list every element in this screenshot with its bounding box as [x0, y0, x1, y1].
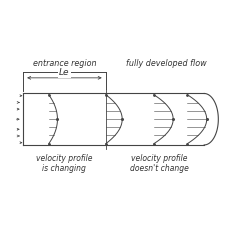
Text: velocity profile
is changing: velocity profile is changing — [36, 154, 93, 173]
Text: entrance region: entrance region — [33, 59, 96, 68]
Text: velocity profile
doesn't change: velocity profile doesn't change — [130, 154, 189, 173]
Text: Le: Le — [59, 68, 70, 77]
Text: fully developed flow: fully developed flow — [126, 59, 207, 68]
